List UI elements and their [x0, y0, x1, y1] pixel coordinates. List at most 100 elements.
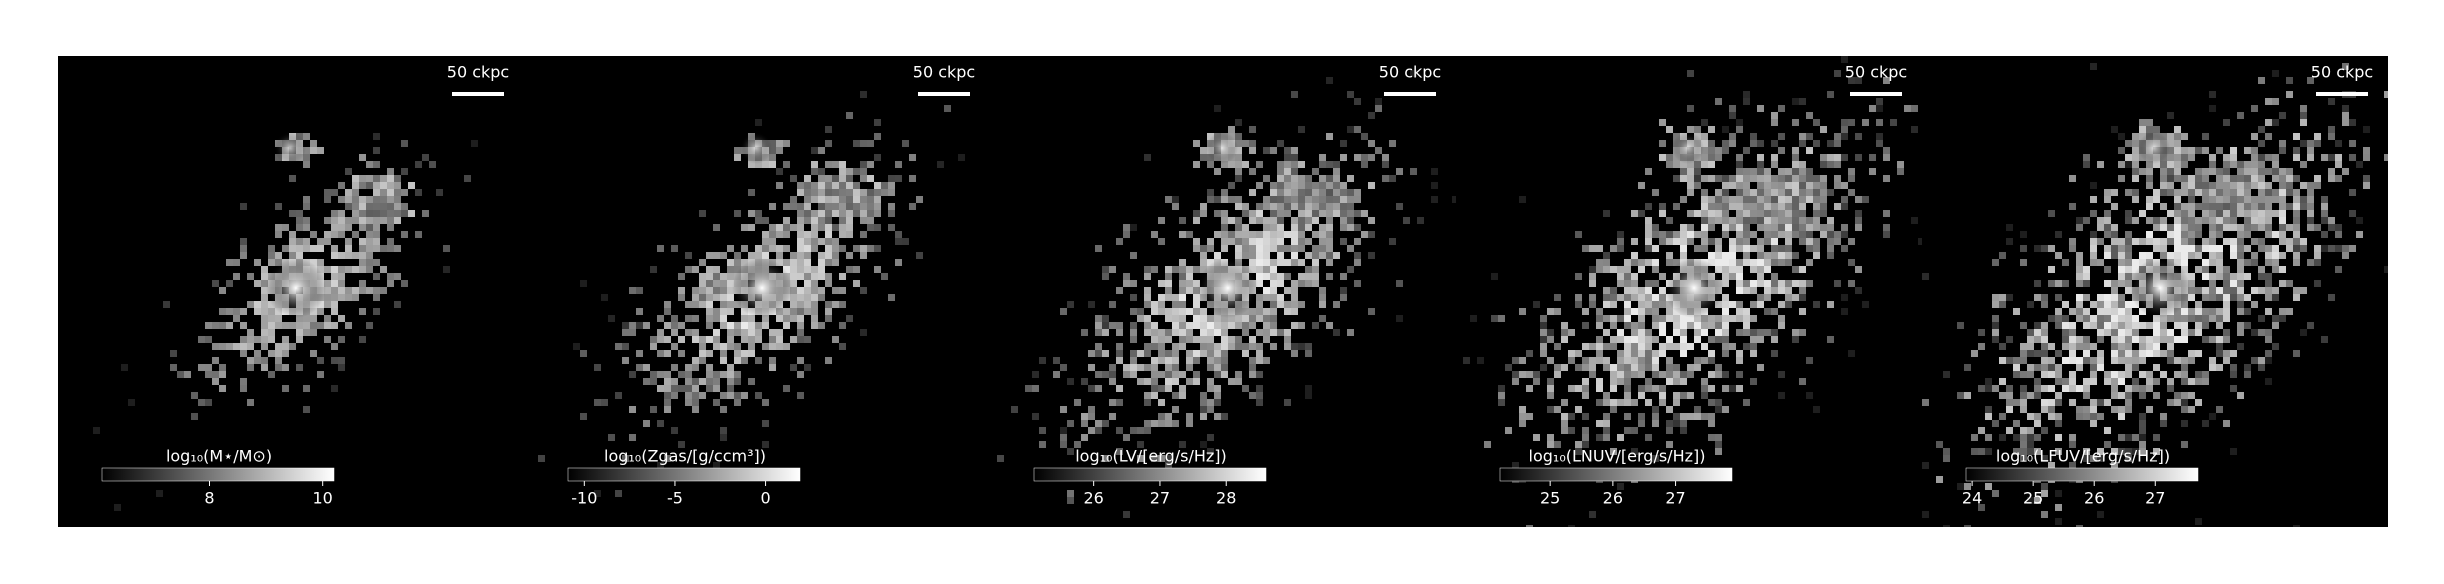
- galaxy-pixel: [240, 350, 247, 357]
- galaxy-pixel: [1298, 196, 1305, 203]
- galaxy-pixel: [289, 322, 296, 329]
- galaxy-pixel: [373, 133, 380, 140]
- galaxy-pixel: [1235, 217, 1242, 224]
- galaxy-pixel: [1270, 210, 1277, 217]
- galaxy-pixel: [394, 273, 401, 280]
- galaxy-pixel: [359, 336, 366, 343]
- galaxy-pixel: [1354, 224, 1361, 231]
- galaxy-pixel: [1806, 147, 1813, 154]
- galaxy-pixel: [401, 140, 408, 147]
- galaxy-pixel: [1666, 126, 1673, 133]
- galaxy-pixel: [1680, 175, 1687, 182]
- galaxy-pixel: [762, 238, 769, 245]
- galaxy-pixel: [1347, 189, 1354, 196]
- galaxy-pixel: [776, 147, 783, 154]
- galaxy-pixel: [1673, 371, 1680, 378]
- galaxy-pixel: [1722, 217, 1729, 224]
- galaxy-pixel: [240, 385, 247, 392]
- galaxy-pixel: [804, 364, 811, 371]
- galaxy-pixel: [1715, 189, 1722, 196]
- galaxy-pixel: [846, 224, 853, 231]
- galaxy-pixel: [839, 287, 846, 294]
- galaxy-pixel: [1687, 210, 1694, 217]
- galaxy-pixel: [2265, 308, 2272, 315]
- galaxy-pixel: [268, 259, 275, 266]
- galaxy-pixel: [888, 189, 895, 196]
- galaxy-pixel: [1624, 294, 1631, 301]
- galaxy-pixel: [233, 343, 240, 350]
- galaxy-pixel: [366, 182, 373, 189]
- galaxy-pixel: [1778, 322, 1785, 329]
- galaxy-pixel: [1736, 210, 1743, 217]
- galaxy-pixel: [1694, 329, 1701, 336]
- galaxy-pixel: [1659, 315, 1666, 322]
- galaxy-pixel: [1778, 217, 1785, 224]
- galaxy-pixel: [1771, 238, 1778, 245]
- galaxy-pixel: [1701, 378, 1708, 385]
- galaxy-pixel: [1855, 224, 1862, 231]
- galaxy-pixel: [1242, 329, 1249, 336]
- galaxy-pixel: [1256, 231, 1263, 238]
- galaxy-pixel: [387, 168, 394, 175]
- galaxy-pixel: [1799, 224, 1806, 231]
- galaxy-pixel: [1053, 371, 1060, 378]
- galaxy-pixel: [345, 168, 352, 175]
- galaxy-pixel: [832, 301, 839, 308]
- galaxy-pixel: [692, 294, 699, 301]
- galaxy-pixel: [664, 455, 671, 462]
- galaxy-pixel: [734, 371, 741, 378]
- galaxy-pixel: [1708, 175, 1715, 182]
- galaxy-pixel: [1540, 315, 1547, 322]
- galaxy-pixel: [338, 280, 345, 287]
- galaxy-pixel: [1291, 350, 1298, 357]
- galaxy-pixel: [909, 203, 916, 210]
- galaxy-pixel: [1778, 371, 1785, 378]
- galaxy-pixel: [706, 266, 713, 273]
- galaxy-pixel: [1715, 406, 1722, 413]
- galaxy-pixel: [797, 308, 804, 315]
- colorbar-tick-label: -10: [571, 489, 597, 508]
- galaxy-pixel: [1193, 140, 1200, 147]
- galaxy-pixel: [1645, 301, 1652, 308]
- galaxy-pixel: [839, 168, 846, 175]
- galaxy-pixel: [1617, 231, 1624, 238]
- galaxy-pixel: [846, 182, 853, 189]
- galaxy-pixel: [1757, 259, 1764, 266]
- galaxy-pixel: [1340, 294, 1347, 301]
- galaxy-pixel: [1270, 203, 1277, 210]
- galaxy-pixel: [1666, 161, 1673, 168]
- galaxy-pixel: [289, 231, 296, 238]
- galaxy-pixel: [1277, 294, 1284, 301]
- galaxy-pixel: [699, 287, 706, 294]
- galaxy-pixel: [860, 245, 867, 252]
- galaxy-pixel: [1277, 238, 1284, 245]
- galaxy-pixel: [1589, 266, 1596, 273]
- galaxy-pixel: [1659, 301, 1666, 308]
- galaxy-pixel: [1666, 238, 1673, 245]
- galaxy-pixel: [1743, 217, 1750, 224]
- galaxy-pixel: [1750, 301, 1757, 308]
- galaxy-pixel: [657, 245, 664, 252]
- galaxy-pixel: [1708, 336, 1715, 343]
- galaxy-pixel: [1270, 238, 1277, 245]
- galaxy-pixel: [1347, 175, 1354, 182]
- galaxy-pixel: [1778, 105, 1785, 112]
- galaxy-pixel: [1263, 147, 1270, 154]
- galaxy-pixel: [1799, 266, 1806, 273]
- galaxy-pixel: [1249, 392, 1256, 399]
- galaxy-pixel: [1673, 203, 1680, 210]
- galaxy-pixel: [1918, 238, 1922, 245]
- galaxy-pixel: [1193, 245, 1200, 252]
- galaxy-pixel: [804, 301, 811, 308]
- galaxy-pixel: [1771, 217, 1778, 224]
- galaxy-pixel: [1186, 420, 1193, 427]
- galaxy-pixel: [1193, 371, 1200, 378]
- galaxy-pixel: [1736, 203, 1743, 210]
- galaxy-pixel: [2139, 441, 2146, 448]
- galaxy-pixel: [1270, 224, 1277, 231]
- galaxy-pixel: [1291, 308, 1298, 315]
- galaxy-pixel: [790, 273, 797, 280]
- galaxy-pixel: [825, 196, 832, 203]
- galaxy-pixel: [699, 336, 706, 343]
- galaxy-pixel: [1060, 427, 1067, 434]
